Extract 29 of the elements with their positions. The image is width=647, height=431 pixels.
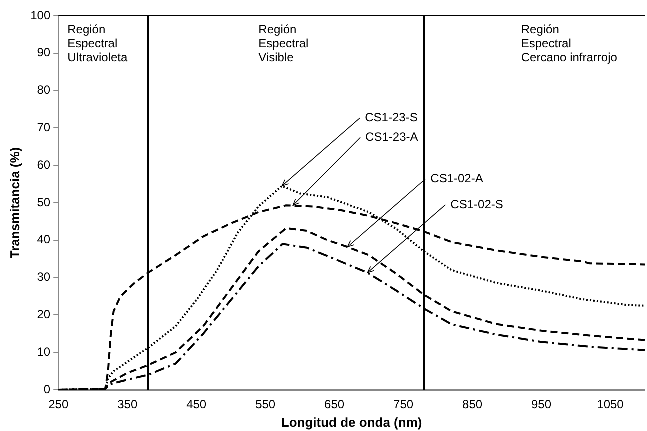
y-tick-label: 50: [37, 195, 51, 210]
y-tick-label: 20: [37, 308, 51, 322]
annotation: Región Espectral Cercano infrarrojo: [521, 22, 618, 64]
y-tick-label: 90: [37, 46, 51, 60]
x-tick-label: 550: [256, 398, 276, 412]
x-tick-label: 650: [324, 398, 345, 412]
x-tick-label: 950: [532, 398, 552, 412]
y-tick-label: 10: [37, 344, 51, 359]
y-axis-title: Transmitancia (%): [7, 147, 22, 259]
y-tick-label: 30: [37, 270, 51, 284]
y-tick-label: 80: [37, 83, 51, 98]
annotation: CS1-23-A: [366, 130, 418, 144]
annotation: CS1-02-A: [430, 171, 484, 186]
y-tick-label: 0: [44, 382, 51, 396]
annotation: Región Espectral Visible: [258, 22, 309, 64]
annotation: Región Espectral Ultravioleta: [68, 22, 128, 64]
y-tick-label: 70: [37, 120, 51, 135]
x-tick-label: 750: [394, 398, 414, 412]
y-tick-label: 40: [37, 232, 51, 247]
x-tick-label: 850: [462, 398, 483, 412]
x-tick-label: 1050: [597, 398, 624, 412]
y-tick-label: 100: [30, 8, 51, 22]
x-tick-label: 450: [186, 398, 207, 412]
x-axis-title: Longitud de onda (nm): [281, 414, 422, 430]
annotation: CS1-23-S: [365, 110, 418, 124]
x-tick-label: 350: [118, 398, 138, 412]
x-tick-label: 250: [48, 398, 69, 412]
annotation: CS1-02-S: [450, 197, 504, 212]
y-tick-label: 60: [37, 158, 51, 172]
